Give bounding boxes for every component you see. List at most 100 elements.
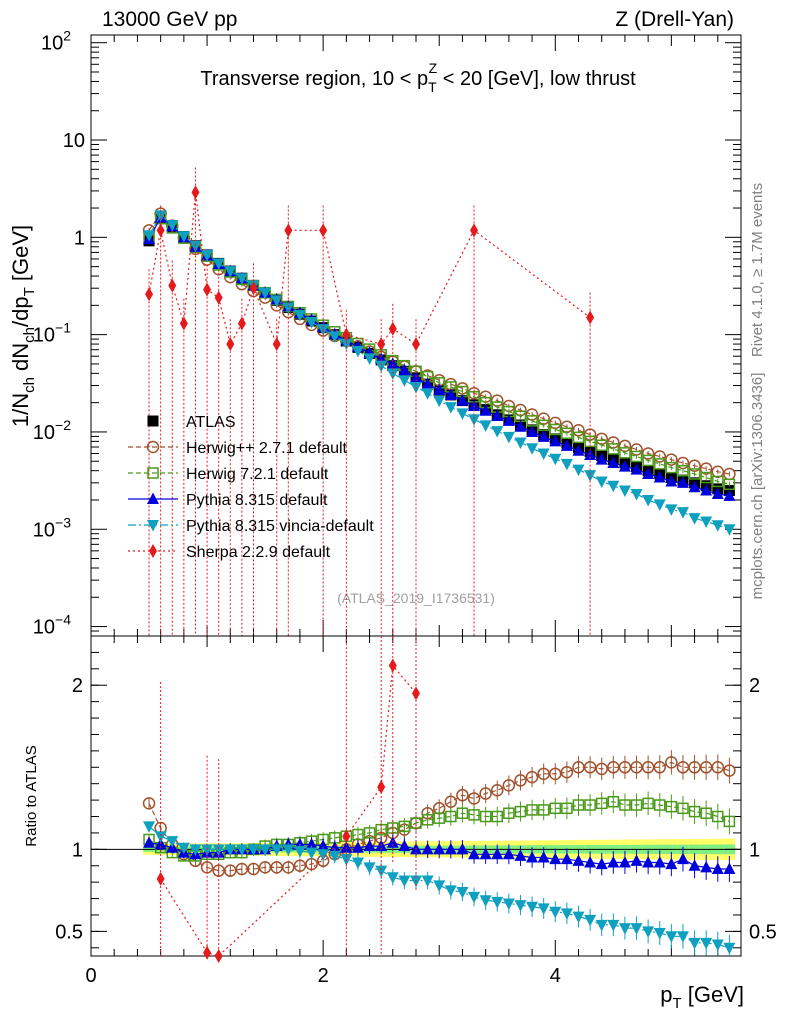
ratio-point xyxy=(177,842,190,855)
ratio-y-tick-labels: 0.5 0.5 1 1 2 2 xyxy=(55,675,777,943)
ratio-point xyxy=(143,821,156,833)
data-point xyxy=(235,273,248,285)
data-point xyxy=(351,345,364,358)
data-point xyxy=(479,420,492,432)
ratio-y-tick-label-right: 0.5 xyxy=(749,921,777,943)
legend-entry-pythia-8-315-vincia-default: Pythia 8.315 vincia-default xyxy=(128,518,374,535)
ratio-series-sherpa-2-2-9-default xyxy=(156,636,420,963)
ratio-point xyxy=(388,658,397,673)
data-point xyxy=(179,316,188,331)
ratio-point xyxy=(398,839,411,852)
ratio-point xyxy=(351,841,364,853)
ratio-point xyxy=(467,792,481,805)
data-point xyxy=(203,282,212,297)
ratio-point xyxy=(642,797,654,810)
ratio-point xyxy=(377,779,386,794)
data-point xyxy=(491,426,504,438)
data-point xyxy=(470,223,479,238)
ratio-point xyxy=(398,820,411,833)
ratio-point xyxy=(630,923,643,935)
data-point xyxy=(456,408,469,420)
ratio-point xyxy=(433,880,446,892)
ratio-point xyxy=(665,800,678,813)
ratio-point xyxy=(479,847,492,860)
ratio-point xyxy=(525,770,539,784)
ratio-point xyxy=(421,842,434,855)
data-point xyxy=(168,278,177,293)
ratio-point xyxy=(653,928,666,940)
x-tick-labels: 0 2 4 xyxy=(85,965,560,987)
data-point xyxy=(398,363,411,376)
process-label: Z (Drell-Yan) xyxy=(615,8,734,31)
legend: ATLAS Herwig++ 2.7.1 default Herwig 7.2.1 … xyxy=(128,414,374,561)
header: 13000 GeV pp Z (Drell-Yan) xyxy=(102,8,734,31)
data-point xyxy=(595,439,608,451)
legend-label: Sherpa 2.2.9 default xyxy=(186,544,331,561)
ratio-point xyxy=(688,937,701,950)
ratio-y-tick-label-right: 1 xyxy=(749,839,760,861)
ratio-point xyxy=(468,809,480,821)
data-point xyxy=(723,478,736,491)
data-point xyxy=(665,474,678,487)
legend-entry-atlas: ATLAS xyxy=(147,414,236,431)
data-point xyxy=(586,310,595,325)
data-point xyxy=(398,375,411,387)
ratio-point xyxy=(317,849,330,861)
data-point xyxy=(166,219,179,232)
ratio-point xyxy=(526,804,538,816)
ratio-point xyxy=(247,844,260,856)
ratio-point xyxy=(468,891,481,904)
legend-marker xyxy=(149,544,157,558)
data-point xyxy=(479,404,492,416)
ratio-point xyxy=(212,844,225,856)
rivet-version-label: Rivet 4.1.0, ≥ 1.7M events xyxy=(749,183,766,357)
ratio-point xyxy=(456,887,469,899)
data-point xyxy=(549,453,562,466)
data-point xyxy=(549,434,562,447)
ratio-point xyxy=(700,937,713,950)
ratio-point xyxy=(583,761,597,774)
ratio-point xyxy=(665,857,678,870)
ratio-point xyxy=(412,686,420,701)
ratio-point xyxy=(352,828,364,841)
data-point xyxy=(468,399,481,411)
data-point xyxy=(177,231,190,243)
ratio-point xyxy=(665,931,678,943)
ratio-point xyxy=(503,807,515,819)
ratio-point xyxy=(203,945,212,960)
x-tick-label: 4 xyxy=(550,965,561,987)
data-point xyxy=(607,456,620,468)
data-point xyxy=(514,437,527,449)
ratio-point xyxy=(342,829,351,844)
ratio-point xyxy=(386,872,399,884)
ratio-point xyxy=(154,831,167,843)
ratio-y-tick-label: 2 xyxy=(72,675,83,697)
legend-label: Herwig 7.2.1 default xyxy=(186,466,329,483)
ratio-point xyxy=(282,861,295,874)
ratio-point xyxy=(700,860,713,873)
ratio-point xyxy=(572,799,585,811)
data-point xyxy=(572,444,585,456)
ratio-point xyxy=(537,804,550,816)
data-point xyxy=(526,425,539,437)
data-point xyxy=(560,458,573,471)
ratio-point xyxy=(491,847,504,860)
main-data-series xyxy=(142,167,736,636)
data-point xyxy=(363,353,376,365)
ratio-point xyxy=(723,815,736,828)
ratio-y-tick-label: 1 xyxy=(72,839,83,861)
ratio-point xyxy=(630,799,643,811)
ratio-series-line xyxy=(160,664,417,957)
ratio-point xyxy=(514,900,527,912)
ratio-point xyxy=(317,839,330,852)
data-point xyxy=(723,489,736,501)
data-point xyxy=(189,240,202,253)
ratio-point xyxy=(526,901,539,914)
legend-entry-herwig-7-2-1-default: Herwig 7.2.1 default xyxy=(128,466,329,483)
ratio-point xyxy=(328,850,341,863)
ratio-point xyxy=(642,926,655,938)
ratio-point xyxy=(676,931,689,943)
data-point xyxy=(282,302,295,315)
data-point xyxy=(224,266,237,278)
